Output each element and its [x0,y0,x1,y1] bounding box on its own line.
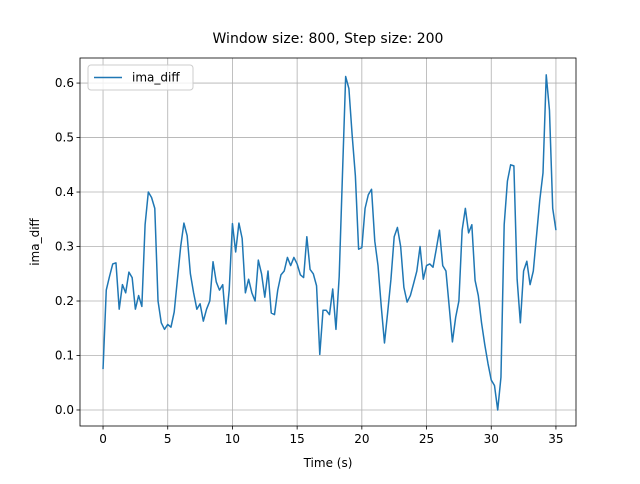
x-tick-label: 20 [354,432,369,446]
y-tick-label: 0.6 [55,76,74,90]
x-tick-label: 0 [99,432,107,446]
x-tick-label: 10 [225,432,240,446]
y-tick-label: 0.3 [55,240,74,254]
x-tick-label: 5 [164,432,172,446]
x-tick-label: 25 [419,432,434,446]
y-tick-label: 0.1 [55,348,74,362]
chart-title: Window size: 800, Step size: 200 [213,31,444,47]
y-tick-label: 0.2 [55,294,74,308]
legend-label: ima_diff [132,71,180,85]
y-axis-label: ima_diff [28,217,42,265]
x-tick-label: 15 [289,432,304,446]
x-axis-label: Time (s) [303,456,353,470]
x-tick-label: 30 [484,432,499,446]
x-tick-label: 35 [548,432,563,446]
y-tick-label: 0.5 [55,131,74,145]
data-line [102,74,557,411]
y-tick-label: 0.4 [55,185,74,199]
y-tick-label: 0.0 [55,403,74,417]
legend-box [87,64,194,91]
axes-frame [79,57,577,427]
